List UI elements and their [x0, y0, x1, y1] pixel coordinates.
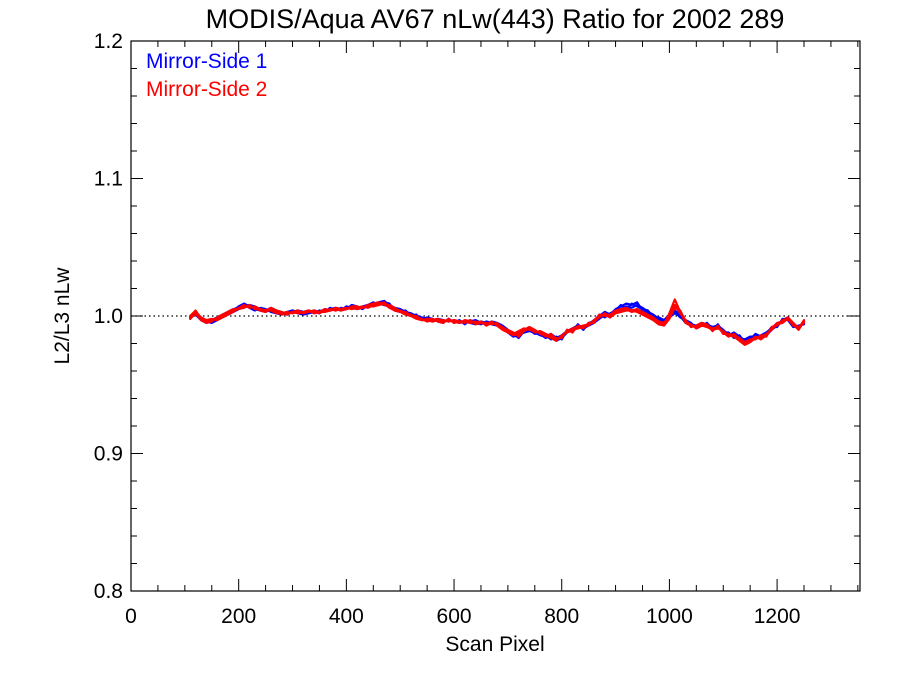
x-tick-label: 200 — [221, 605, 256, 628]
y-tick-labels: 0.8 0.9 1.0 1.1 1.2 — [94, 30, 123, 603]
x-tick-label: 400 — [329, 605, 364, 628]
x-tick-label: 1000 — [646, 605, 693, 628]
y-tick-label: 0.9 — [94, 443, 123, 466]
series-line-mirror-side-2-2 — [189, 302, 806, 346]
chart-title: MODIS/Aqua AV67 nLw(443) Ratio for 2002 … — [206, 4, 785, 34]
y-tick-label: 1.2 — [94, 30, 123, 53]
series-line-mirror-side-2-1 — [189, 298, 806, 345]
x-tick-labels: 0 200 400 600 800 1000 1200 — [125, 605, 800, 628]
series-line-mirror-side-1-2 — [189, 301, 806, 341]
x-tick-label: 0 — [125, 605, 137, 628]
y-axis-label: L2/L3 nLw — [51, 267, 74, 365]
series-line-mirror-side-1-1 — [189, 299, 806, 342]
legend: Mirror-Side 1 Mirror-Side 2 — [146, 50, 267, 101]
legend-entry-mirror-side-1: Mirror-Side 1 — [146, 50, 267, 73]
x-tick-label: 600 — [437, 605, 472, 628]
legend-entry-mirror-side-2: Mirror-Side 2 — [146, 78, 267, 101]
plot-area — [131, 298, 860, 346]
axis-ticks — [130, 40, 860, 592]
y-tick-label: 1.1 — [94, 168, 123, 191]
x-tick-label: 1200 — [754, 605, 801, 628]
y-tick-label: 0.8 — [94, 580, 123, 603]
series-line-mirror-side-2-3 — [189, 301, 806, 344]
y-tick-label: 1.0 — [94, 305, 123, 328]
x-axis-label: Scan Pixel — [445, 633, 544, 656]
x-tick-label: 800 — [544, 605, 579, 628]
